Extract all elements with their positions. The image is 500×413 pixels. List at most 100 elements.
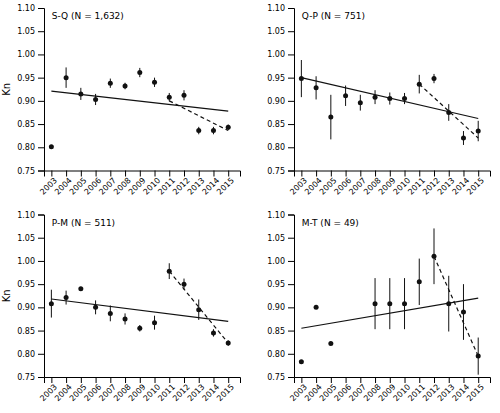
x-axis: 2003200420052006200720082009201020112012… bbox=[288, 377, 490, 403]
regression-line bbox=[169, 271, 228, 343]
y-tick-mark bbox=[38, 54, 44, 55]
point bbox=[137, 326, 142, 331]
y-tick: 0.95 bbox=[267, 280, 294, 289]
point bbox=[373, 301, 378, 306]
y-tick-mark bbox=[288, 31, 294, 32]
y-tick-label: 0.85 bbox=[267, 120, 285, 129]
y-tick-label: 1.10 bbox=[267, 4, 285, 13]
point bbox=[152, 320, 157, 325]
y-tick-label: 1.10 bbox=[17, 4, 35, 13]
y-tick-label: 0.75 bbox=[267, 167, 285, 176]
y-tick-mark bbox=[288, 377, 294, 378]
panel-title: Q-P (N = 751) bbox=[302, 11, 365, 21]
plot-area bbox=[49, 67, 231, 149]
y-tick-mark bbox=[38, 8, 44, 9]
panel: 2003200420052006200720082009201020112012… bbox=[267, 211, 490, 404]
y-axis-line bbox=[38, 215, 45, 378]
point bbox=[182, 93, 187, 98]
x-axis-line bbox=[295, 378, 491, 384]
y-tick-mark bbox=[38, 377, 44, 378]
panel: 2003200420052006200720082009201020112012… bbox=[267, 4, 490, 197]
regression-line bbox=[51, 91, 228, 111]
y-tick-mark bbox=[38, 307, 44, 308]
y-tick: 0.85 bbox=[17, 327, 44, 336]
error-bars bbox=[301, 228, 478, 374]
y-tick-label: 0.95 bbox=[17, 280, 35, 289]
point bbox=[461, 136, 466, 141]
y-tick: 1.05 bbox=[17, 234, 44, 243]
y-tick-mark bbox=[38, 101, 44, 102]
y-tick-label: 0.85 bbox=[17, 120, 35, 129]
y-tick-mark bbox=[288, 307, 294, 308]
y-tick-mark bbox=[288, 215, 294, 216]
y-tick: 0.80 bbox=[267, 143, 294, 152]
y-tick-label: 0.95 bbox=[17, 74, 35, 83]
point bbox=[78, 286, 83, 291]
y-tick: 1.10 bbox=[267, 4, 294, 13]
point bbox=[328, 115, 333, 120]
y-axis-line bbox=[288, 9, 295, 172]
y-tick-mark bbox=[288, 78, 294, 79]
y-tick-mark bbox=[288, 284, 294, 285]
y-tick-label: 1.10 bbox=[267, 211, 285, 220]
x-axis: 2003200420052006200720082009201020112012… bbox=[288, 171, 490, 197]
point bbox=[108, 311, 113, 316]
point bbox=[123, 316, 128, 321]
y-tick: 0.80 bbox=[17, 350, 44, 359]
y-tick-mark bbox=[288, 8, 294, 9]
points bbox=[49, 70, 231, 149]
x-axis: 2003200420052006200720082009201020112012… bbox=[38, 377, 240, 403]
x-tick-label: 2015 bbox=[215, 382, 236, 403]
y-tick: 0.75 bbox=[17, 167, 44, 176]
y-tick: 0.95 bbox=[17, 280, 44, 289]
y-tick: 1.00 bbox=[267, 257, 294, 266]
y-tick-mark bbox=[288, 124, 294, 125]
y-tick-label: 0.85 bbox=[17, 327, 35, 336]
y-tick: 1.05 bbox=[267, 27, 294, 36]
point bbox=[137, 70, 142, 75]
point bbox=[432, 76, 437, 81]
point bbox=[167, 95, 172, 100]
y-tick-label: 0.90 bbox=[267, 97, 285, 106]
y-axis: 0.750.800.850.900.951.001.051.10 bbox=[267, 4, 294, 176]
point bbox=[182, 282, 187, 287]
y-tick: 1.05 bbox=[267, 234, 294, 243]
y-tick: 1.10 bbox=[17, 211, 44, 220]
point bbox=[314, 85, 319, 90]
panel: 2003200420052006200720082009201020112012… bbox=[1, 4, 241, 197]
plot-area bbox=[299, 60, 481, 145]
y-tick: 0.90 bbox=[267, 97, 294, 106]
y-tick-label: 1.05 bbox=[267, 234, 285, 243]
y-tick-mark bbox=[38, 261, 44, 262]
y-tick: 1.00 bbox=[17, 257, 44, 266]
y-tick-mark bbox=[288, 171, 294, 172]
y-tick-mark bbox=[38, 78, 44, 79]
point bbox=[476, 354, 481, 359]
y-tick-mark bbox=[38, 124, 44, 125]
x-axis-line bbox=[45, 378, 241, 384]
y-tick: 0.75 bbox=[267, 373, 294, 382]
y-tick-label: 1.05 bbox=[17, 234, 35, 243]
y-tick: 0.90 bbox=[17, 97, 44, 106]
y-tick-label: 0.75 bbox=[17, 167, 35, 176]
point bbox=[123, 84, 128, 89]
y-tick-label: 0.80 bbox=[17, 143, 35, 152]
x-tick: 2015 bbox=[465, 377, 486, 403]
plot-area bbox=[49, 263, 231, 346]
y-axis-label: Kn bbox=[1, 83, 12, 96]
y-tick-mark bbox=[38, 238, 44, 239]
point bbox=[432, 254, 437, 259]
y-axis: 0.750.800.850.900.951.001.051.10 bbox=[267, 211, 294, 383]
y-tick-label: 1.05 bbox=[17, 27, 35, 36]
point bbox=[93, 97, 98, 102]
y-tick: 0.85 bbox=[267, 120, 294, 129]
point bbox=[152, 80, 157, 85]
y-tick: 0.95 bbox=[17, 74, 44, 83]
y-tick: 0.95 bbox=[267, 74, 294, 83]
panel: 2003200420052006200720082009201020112012… bbox=[1, 211, 241, 404]
point bbox=[93, 305, 98, 310]
y-tick-mark bbox=[38, 331, 44, 332]
y-tick: 0.75 bbox=[267, 167, 294, 176]
error-bars bbox=[51, 67, 228, 146]
y-tick-mark bbox=[38, 215, 44, 216]
